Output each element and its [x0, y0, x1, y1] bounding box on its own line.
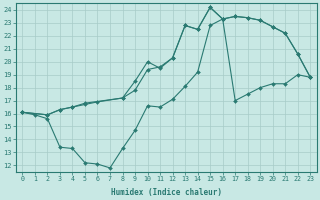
X-axis label: Humidex (Indice chaleur): Humidex (Indice chaleur) — [111, 188, 222, 197]
